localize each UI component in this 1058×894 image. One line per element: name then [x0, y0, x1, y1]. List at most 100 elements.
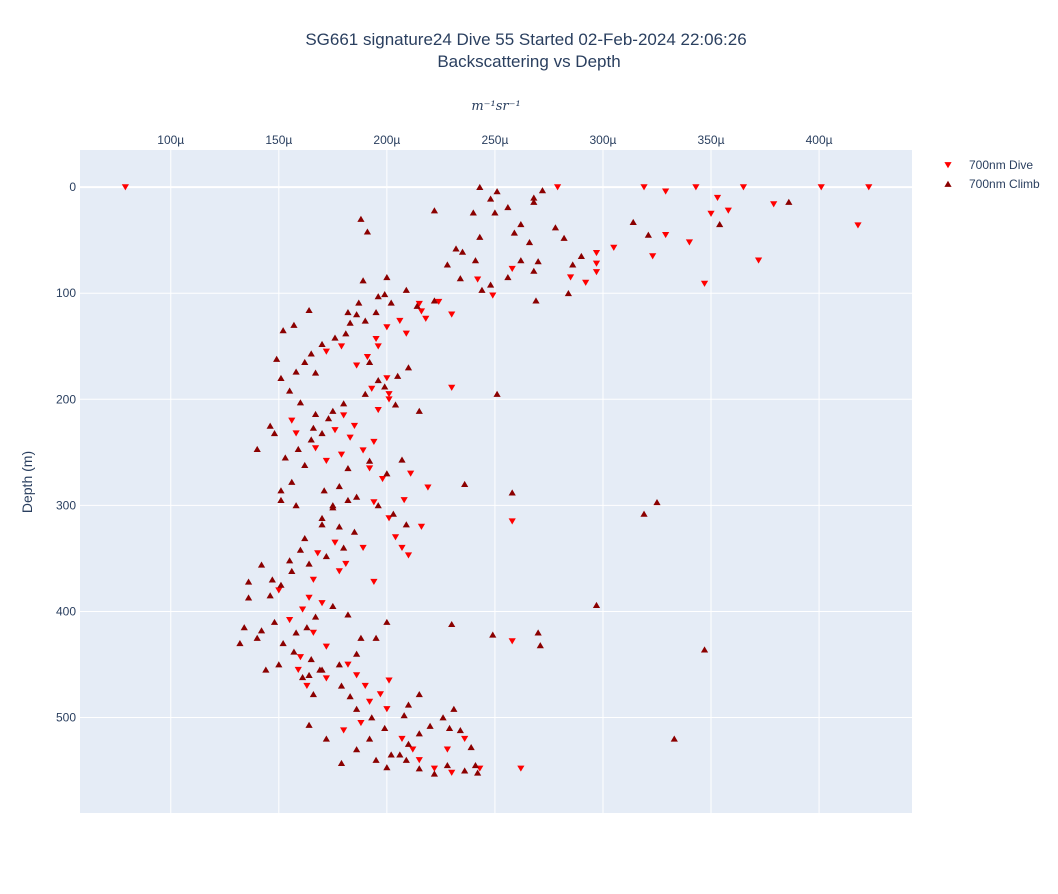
dive-point: [385, 677, 393, 684]
dive-point: [739, 184, 748, 191]
climb-point: [445, 724, 454, 732]
dive-point: [435, 298, 443, 305]
climb-point: [262, 666, 270, 673]
dive-point: [508, 518, 516, 525]
climb-point: [311, 410, 320, 418]
climb-point: [476, 183, 484, 191]
climb-point: [273, 355, 281, 362]
climb-point: [372, 756, 380, 763]
climb-point: [381, 724, 389, 732]
legend-marker: [944, 180, 952, 187]
climb-point: [344, 611, 352, 618]
climb-point: [530, 267, 538, 274]
dive-point: [353, 672, 361, 679]
dive-point: [331, 539, 339, 546]
climb-point: [296, 399, 305, 406]
climb-point: [301, 358, 309, 366]
climb-point: [402, 521, 410, 528]
y-tick-label: 0: [69, 180, 76, 194]
climb-point: [244, 578, 253, 585]
dive-point: [359, 544, 367, 552]
climb-point: [257, 561, 266, 568]
dive-point: [121, 184, 129, 191]
climb-point: [413, 302, 421, 309]
climb-point: [303, 624, 311, 631]
climb-point: [322, 553, 330, 560]
climb-point: [469, 209, 477, 216]
dive-point: [275, 587, 283, 594]
climb-point: [301, 535, 309, 542]
dive-point: [415, 300, 423, 308]
climb-point: [426, 722, 434, 729]
x-tick-label: 250µ: [481, 133, 508, 147]
dive-point: [365, 698, 374, 705]
dive-point: [422, 315, 430, 322]
climb-point: [290, 648, 298, 655]
climb-point: [270, 429, 279, 437]
climb-point: [353, 493, 361, 500]
dive-point: [309, 576, 317, 583]
legend-item[interactable]: 700nm Dive: [944, 158, 1033, 172]
dive-point: [286, 617, 294, 624]
climb-point: [318, 514, 326, 521]
climb-point: [286, 557, 294, 564]
climb-point: [281, 454, 289, 461]
climb-point: [400, 712, 408, 719]
legend-label: 700nm Dive: [969, 158, 1033, 172]
climb-point: [307, 350, 315, 357]
climb-point: [404, 364, 413, 371]
climb-point: [402, 756, 410, 763]
dive-point: [398, 735, 406, 742]
dive-point: [337, 343, 346, 350]
climb-point: [268, 576, 276, 583]
climb-point: [346, 693, 354, 700]
climb-point: [467, 743, 475, 751]
climb-point: [534, 629, 542, 636]
climb-point: [577, 252, 585, 259]
climb-point: [311, 369, 320, 376]
climb-point: [592, 601, 601, 608]
dive-point: [340, 727, 348, 734]
climb-point: [357, 634, 365, 641]
climb-point: [292, 629, 300, 636]
dive-point: [372, 335, 380, 343]
dive-point: [303, 682, 311, 689]
legend-label: 700nm Climb: [969, 177, 1040, 191]
climb-point: [296, 546, 305, 553]
dive-point: [489, 292, 497, 299]
climb-point: [309, 690, 317, 698]
x-tick-label: 350µ: [698, 133, 725, 147]
climb-point: [569, 261, 577, 268]
climb-point: [536, 642, 544, 649]
dive-point: [294, 666, 302, 674]
data-markers: [121, 183, 873, 777]
climb-point: [456, 275, 464, 282]
climb-point: [525, 239, 534, 246]
dive-point: [409, 746, 417, 753]
y-tick-label: 300: [56, 498, 76, 512]
legend[interactable]: 700nm Dive 700nm Climb: [944, 158, 1040, 191]
climb-point: [353, 705, 361, 712]
climb-point: [359, 277, 367, 284]
dive-point: [292, 430, 300, 437]
dive-point: [566, 274, 575, 281]
legend-item[interactable]: 700nm Climb: [944, 177, 1040, 191]
dive-point: [649, 253, 657, 260]
climb-point: [240, 624, 248, 631]
climb-point: [353, 311, 361, 318]
plot-area: [80, 150, 912, 813]
climb-point: [305, 721, 313, 728]
climb-point: [292, 368, 300, 375]
climb-point: [316, 666, 324, 673]
climb-point: [443, 261, 451, 268]
climb-point: [670, 735, 678, 742]
dive-point: [517, 765, 525, 772]
climb-point: [551, 224, 560, 231]
climb-point: [288, 567, 296, 575]
climb-point: [374, 502, 382, 509]
climb-point: [253, 634, 261, 641]
climb-point: [517, 257, 525, 264]
climb-point: [387, 751, 395, 758]
climb-point: [461, 480, 469, 488]
dive-point: [508, 638, 516, 645]
